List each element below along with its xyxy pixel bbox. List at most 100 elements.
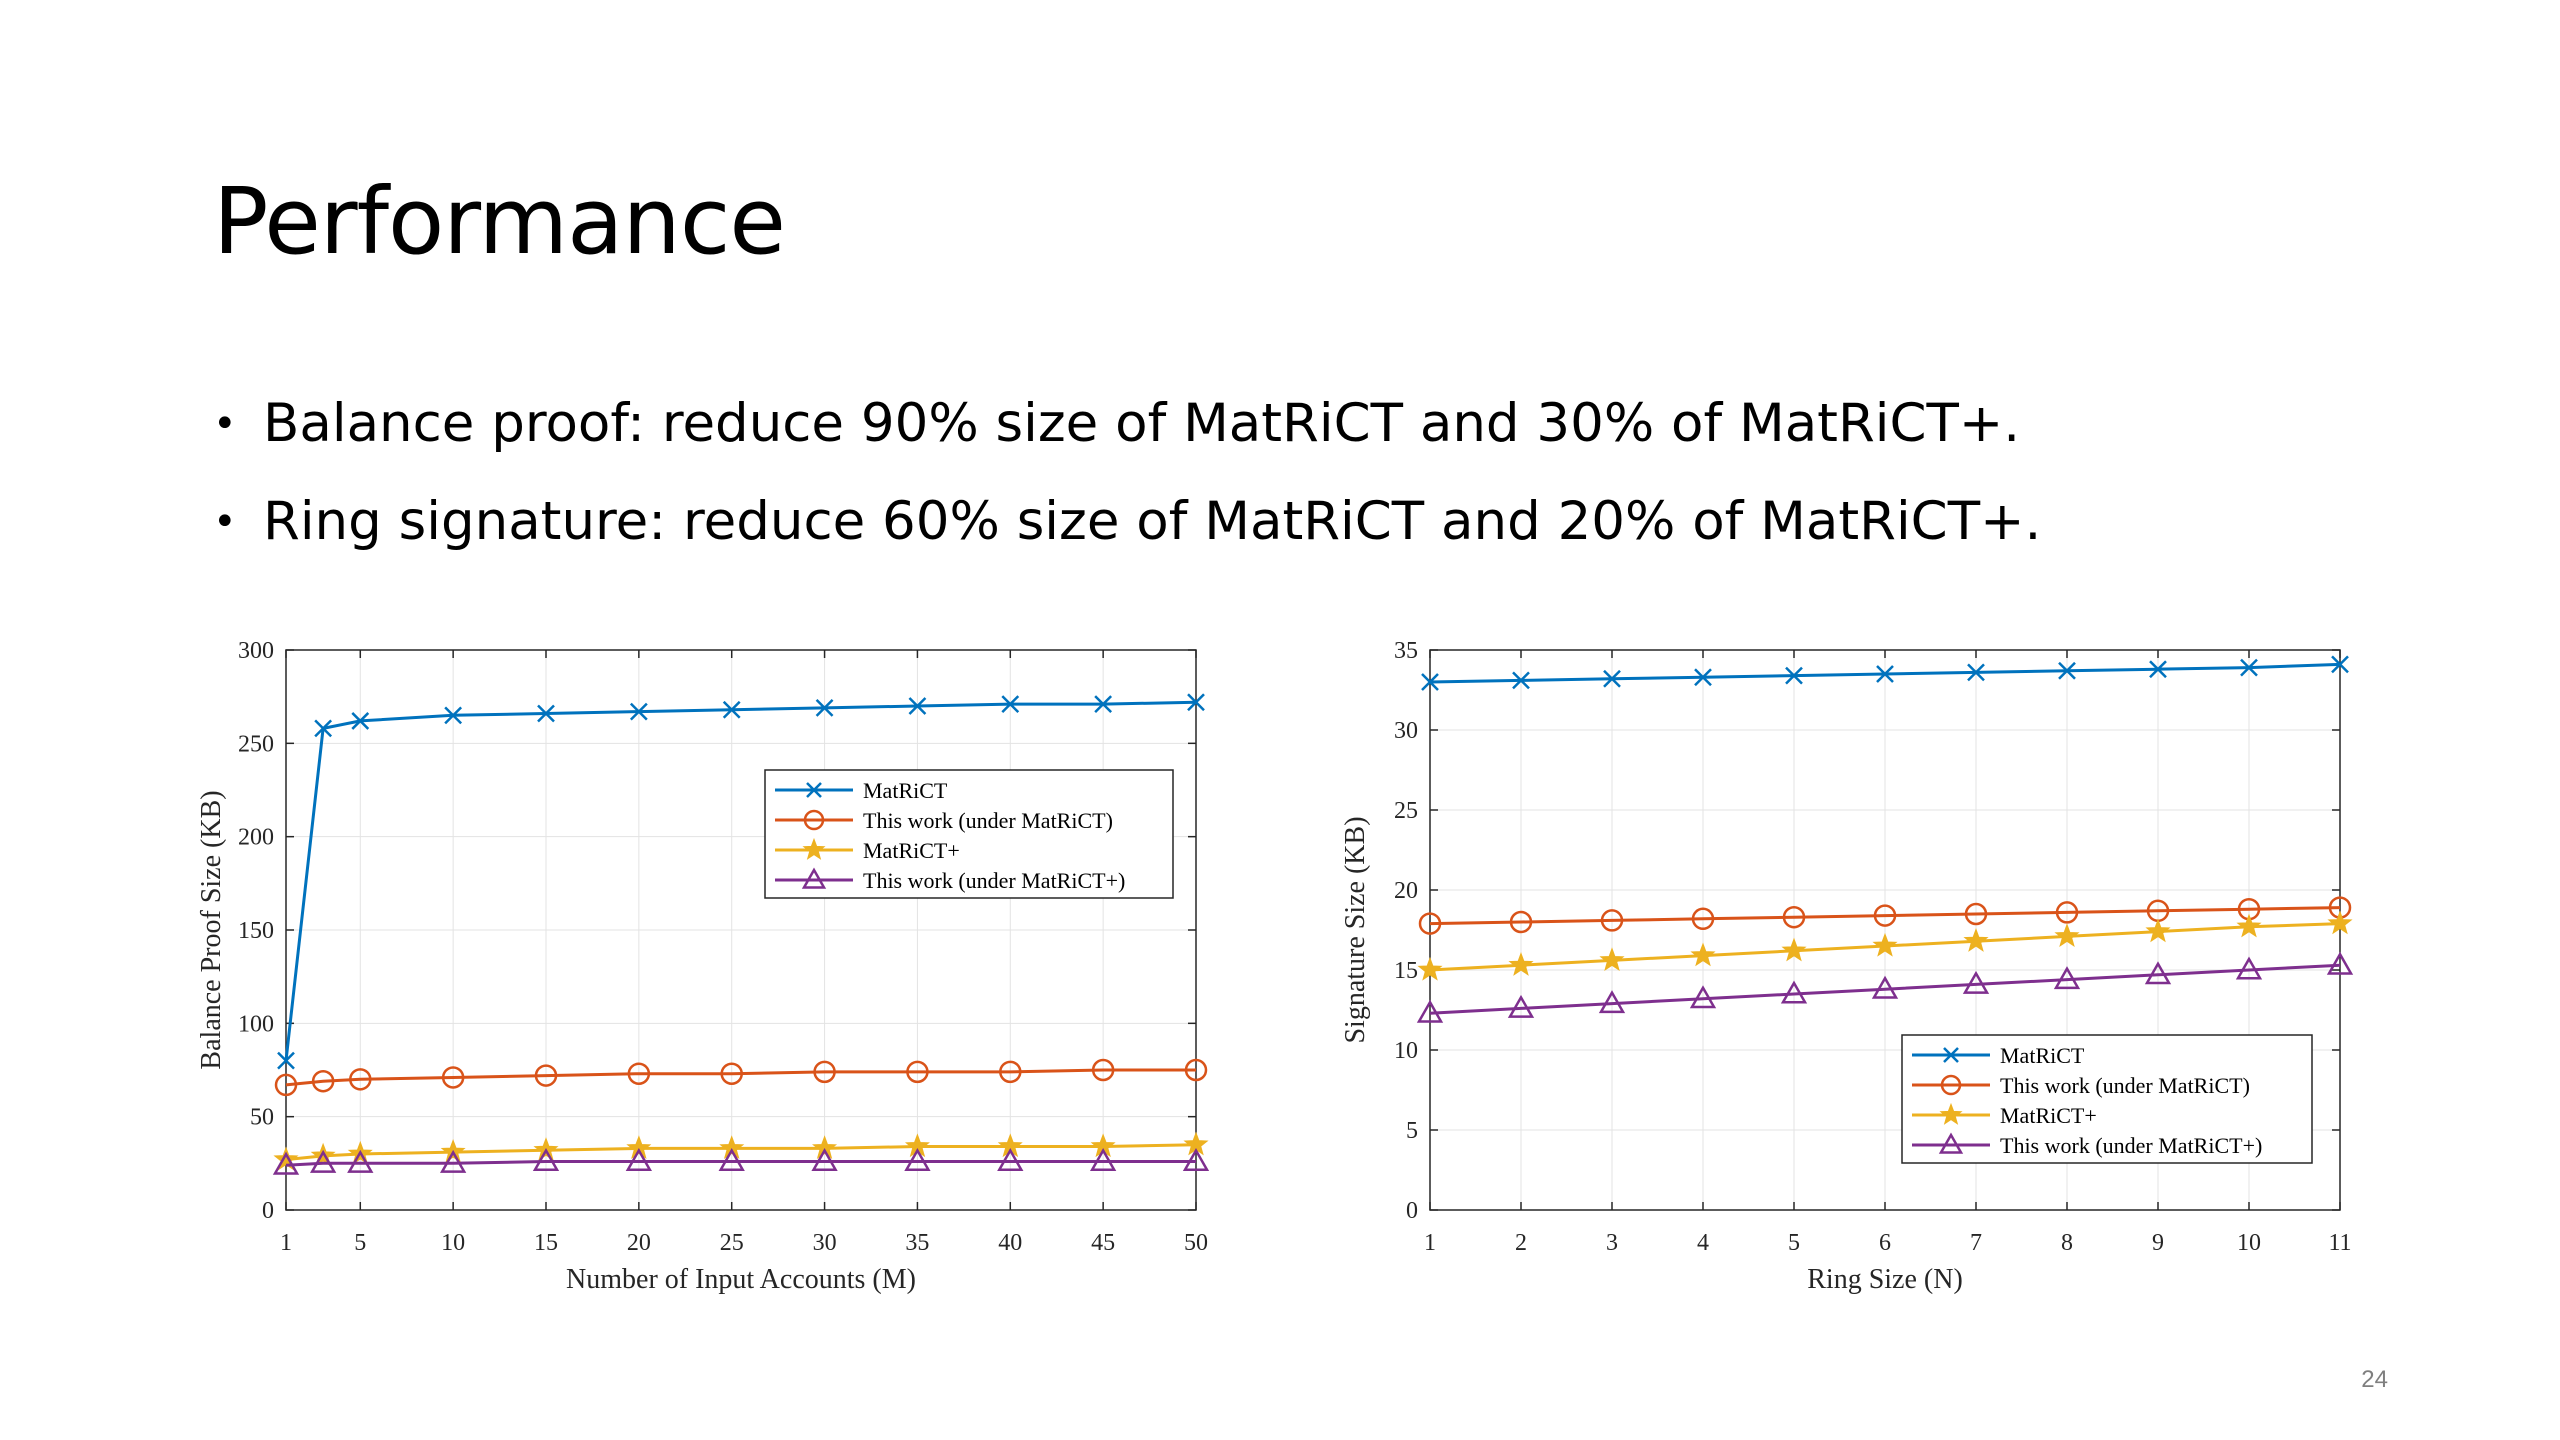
x-axis-label: Ring Size (N) (1807, 1264, 1963, 1295)
marker-star (2327, 910, 2353, 935)
series-0 (277, 693, 1205, 1070)
marker-triangle (801, 867, 827, 889)
series-0 (1421, 655, 2349, 691)
x-tick-label: 5 (354, 1230, 366, 1256)
x-tick-label: 5 (1788, 1230, 1800, 1256)
series-1 (274, 1058, 1208, 1097)
marker-x (1694, 668, 1712, 687)
x-tick-label: 35 (905, 1230, 929, 1256)
y-tick-label: 0 (262, 1198, 274, 1224)
marker-circle (1418, 912, 1442, 935)
y-tick-label: 35 (1394, 638, 1418, 664)
marker-circle (1940, 1074, 1962, 1096)
marker-x (806, 782, 822, 798)
y-tick-label: 10 (1394, 1038, 1418, 1064)
x-tick-label: 20 (627, 1230, 651, 1256)
page-number: 24 (2361, 1366, 2388, 1393)
marker-star (802, 837, 826, 860)
marker-triangle (718, 1147, 745, 1171)
marker-circle (1600, 909, 1624, 932)
marker-x (1967, 663, 1985, 682)
x-tick-label: 9 (2152, 1230, 2164, 1256)
marker-x (2240, 658, 2258, 677)
y-tick-label: 5 (1406, 1118, 1418, 1144)
marker-x (2331, 655, 2349, 674)
x-tick-label: 11 (2328, 1230, 2351, 1256)
marker-circle (349, 1068, 372, 1091)
x-tick-label: 1 (1424, 1230, 1436, 1256)
x-tick-label: 40 (998, 1230, 1022, 1256)
marker-triangle (811, 1147, 838, 1171)
balance-proof-chart-svg: 1 5 10 15 20 25 30 35 40 45 50050100150200250300Nu… (196, 638, 1210, 1295)
y-tick-label: 0 (1406, 1198, 1418, 1224)
x-tick-label: 3 (1606, 1230, 1618, 1256)
marker-triangle (1689, 985, 1717, 1009)
legend: MatRiCT This work (under MatRiCT) MatRiCT+… (764, 769, 1174, 899)
x-tick-label: 6 (1879, 1230, 1891, 1256)
marker-star (1508, 952, 1534, 976)
x-tick-label: 8 (2061, 1230, 2073, 1256)
marker-star (1599, 947, 1625, 972)
marker-x (1512, 671, 1530, 690)
marker-circle (274, 1073, 298, 1097)
marker-star (2145, 918, 2171, 943)
series-line (1429, 963, 2341, 1015)
marker-star (2236, 913, 2262, 938)
marker-x (908, 697, 927, 715)
x-tick-label: 45 (1091, 1230, 1115, 1256)
marker-x (537, 704, 555, 723)
marker-circle (1091, 1058, 1115, 1082)
series-3 (272, 1147, 1210, 1175)
marker-star (1939, 1102, 1963, 1125)
marker-circle (534, 1064, 558, 1087)
marker-circle (813, 1060, 836, 1084)
x-tick-label: 4 (1697, 1230, 1709, 1256)
marker-star (2054, 923, 2080, 948)
marker-triangle (272, 1151, 300, 1175)
y-tick-label: 100 (238, 1011, 274, 1037)
marker-x (314, 719, 333, 738)
marker-circle (2055, 901, 2079, 924)
x-tick-label: 30 (813, 1230, 837, 1256)
marker-triangle (1871, 975, 1899, 999)
series-1 (1418, 896, 2352, 935)
marker-x (2058, 661, 2076, 680)
marker-triangle (1089, 1147, 1117, 1171)
legend-label: This work (under MatRiCT+) (863, 868, 1125, 893)
marker-circle (803, 809, 825, 831)
marker-x (1943, 1047, 1959, 1063)
marker-triangle (1962, 970, 1990, 994)
y-tick-label: 25 (1394, 798, 1418, 824)
marker-circle (311, 1069, 335, 1093)
balance-proof-chart: 1 5 10 15 20 25 30 35 40 45 50 0 50 100 150 200 250 300 Nu… (180, 630, 1260, 1335)
x-tick-label: 15 (534, 1230, 558, 1256)
marker-x (444, 706, 463, 725)
marker-triangle (1182, 1147, 1210, 1171)
marker-x (1094, 695, 1113, 714)
marker-triangle (997, 1147, 1024, 1171)
slide-title: Performance (213, 168, 786, 275)
x-tick-label: 50 (1184, 1230, 1208, 1256)
marker-circle (906, 1060, 929, 1084)
bullet-list: Balance proof: reduce 90% size of MatRiC… (213, 375, 2041, 571)
marker-x (629, 702, 648, 721)
x-axis-label: Number of Input Accounts (M) (566, 1264, 916, 1295)
marker-triangle (439, 1149, 467, 1173)
series-3 (1416, 951, 2354, 1023)
marker-x (2149, 660, 2167, 679)
axes-box (285, 649, 1197, 1211)
marker-circle (1782, 905, 1806, 929)
marker-triangle (309, 1149, 337, 1173)
signature-size-chart-svg: 1 2 3 4 5 6 7 8 9 10 11 0 5 10 15 20 25 30 35 Ring Size (N)… (1340, 638, 2354, 1295)
marker-triangle (625, 1147, 653, 1171)
marker-circle (627, 1062, 651, 1085)
series-line (1429, 906, 2341, 926)
marker-star (1781, 937, 1807, 962)
marker-triangle (2053, 966, 2081, 990)
marker-star (1417, 956, 1443, 981)
marker-star (1872, 932, 1898, 957)
y-tick-label: 200 (238, 825, 274, 851)
legend-label: MatRiCT+ (863, 838, 960, 863)
legend: MatRiCT This work (under MatRiCT) MatRiCT+… (1901, 1034, 2313, 1164)
marker-x (351, 712, 370, 730)
